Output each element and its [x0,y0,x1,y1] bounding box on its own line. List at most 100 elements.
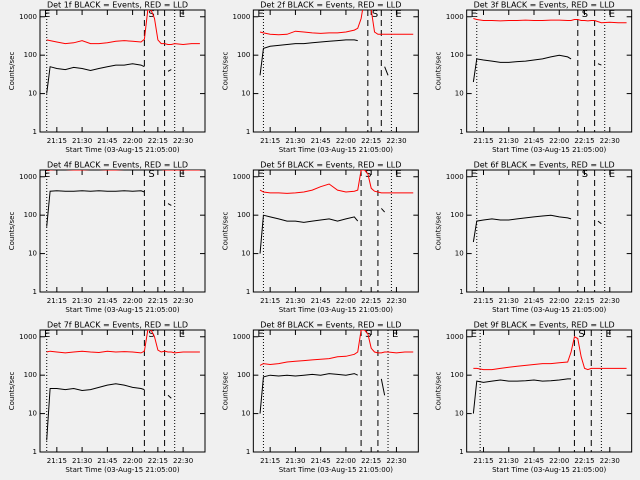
data-line [473,18,627,24]
x-tick-label: 22:00 [123,137,143,145]
marker-label: E [257,9,263,20]
x-tick-label: 22:30 [173,137,193,145]
x-tick-label: 21:30 [72,457,92,465]
series-group [472,18,627,83]
y-tick-label: 10 [455,90,464,98]
y-axis-label: Counts/sec [221,212,229,251]
data-line [259,170,414,194]
marker-label: E [257,329,263,340]
marker-label: S [148,169,154,180]
y-tick-label: 1000 [446,173,464,181]
y-tick-label: 100 [24,51,37,59]
y-tick-label: 1000 [446,13,464,21]
x-tick-label: 21:30 [285,137,305,145]
marker-label: S [582,9,588,20]
x-tick-label: 21:45 [524,297,544,305]
series-group [259,330,414,414]
y-tick-label: 10 [455,250,464,258]
x-tick-label: 22:30 [386,137,406,145]
y-tick-label: 10 [241,90,250,98]
marker-label: E [395,9,401,20]
panel: Det 8f BLACK = Events, RED = LLD 1 10 100 10… [221,321,419,474]
y-tick-label: 1 [246,128,250,136]
x-tick-label: 21:45 [97,457,117,465]
y-tick-label: 10 [241,410,250,418]
chart-title: Det 4f BLACK = Events, RED = LLD [47,161,188,170]
y-axis-label: Counts/sec [435,52,443,91]
x-tick-label: 22:15 [574,457,594,465]
panel: Det 2f BLACK = Events, RED = LLD 1 10 100 10… [221,1,419,154]
data-line [472,214,602,243]
plot-frame [466,169,633,293]
x-tick-label: 21:15 [47,297,67,305]
y-tick-label: 1 [459,128,463,136]
x-tick-label: 21:15 [473,457,493,465]
marker-label: E [44,329,50,340]
x-tick-label: 21:15 [47,137,67,145]
x-tick-label: 22:00 [123,457,143,465]
x-tick-label: 22:00 [336,457,356,465]
x-tick-label: 21:15 [260,297,280,305]
x-tick-label: 22:15 [574,297,594,305]
marker-label: E [609,169,615,180]
marker-label: E [471,9,477,20]
plot-frame [252,169,419,293]
x-tick-label: 21:30 [499,137,519,145]
x-tick-label: 21:15 [47,457,67,465]
data-line [46,330,200,354]
data-line [259,330,414,366]
x-tick-label: 21:45 [524,137,544,145]
y-tick-label: 100 [24,211,37,219]
marker-label: E [605,329,611,340]
y-axis-label: Counts/sec [435,372,443,411]
x-tick-label: 21:45 [97,137,117,145]
x-tick-label: 21:30 [499,297,519,305]
x-tick-label: 22:30 [600,137,620,145]
marker-label: E [44,9,50,20]
data-line [46,190,172,227]
plot-frame [39,169,206,293]
y-axis-label: Counts/sec [8,372,16,411]
x-tick-label: 22:15 [148,457,168,465]
x-axis-label: Start Time (03-Aug-15 21:05:00) [492,146,606,154]
x-tick-label: 22:15 [574,137,594,145]
marker-label: E [179,169,185,180]
x-tick-label: 21:15 [473,137,493,145]
x-tick-label: 22:00 [549,297,569,305]
x-axis-label: Start Time (03-Aug-15 21:05:00) [279,306,393,314]
panel: Det 1f BLACK = Events, RED = LLD 1 10 100 10… [8,1,206,154]
data-line [46,383,172,441]
marker-label: S [582,169,588,180]
plot-frame [39,9,206,133]
x-tick-label: 22:15 [148,137,168,145]
y-tick-label: 100 [237,371,250,379]
marker-label: S [148,9,154,20]
series-group [259,10,414,76]
x-tick-label: 21:45 [311,297,331,305]
y-tick-label: 10 [28,250,37,258]
y-tick-label: 10 [455,410,464,418]
y-tick-label: 100 [237,211,250,219]
marker-label: E [257,169,263,180]
y-tick-label: 1 [459,288,463,296]
marker-label: S [148,329,154,340]
y-tick-label: 1000 [19,173,37,181]
data-line [472,54,602,83]
marker-label: E [392,329,398,340]
y-tick-label: 100 [450,51,463,59]
x-axis-label: Start Time (03-Aug-15 21:05:00) [279,146,393,154]
series-group [472,214,602,243]
plot-frame [39,329,206,453]
chart-title: Det 5f BLACK = Events, RED = LLD [260,161,401,170]
x-tick-label: 22:15 [148,297,168,305]
x-tick-label: 21:30 [285,457,305,465]
y-axis-label: Counts/sec [435,212,443,251]
y-tick-label: 1000 [233,13,251,21]
x-tick-label: 21:15 [260,137,280,145]
data-line [46,63,172,94]
series-group [259,170,414,254]
chart-title: Det 9f BLACK = Events, RED = LLD [474,321,615,330]
marker-label: S [372,9,378,20]
marker-label: E [471,169,477,180]
